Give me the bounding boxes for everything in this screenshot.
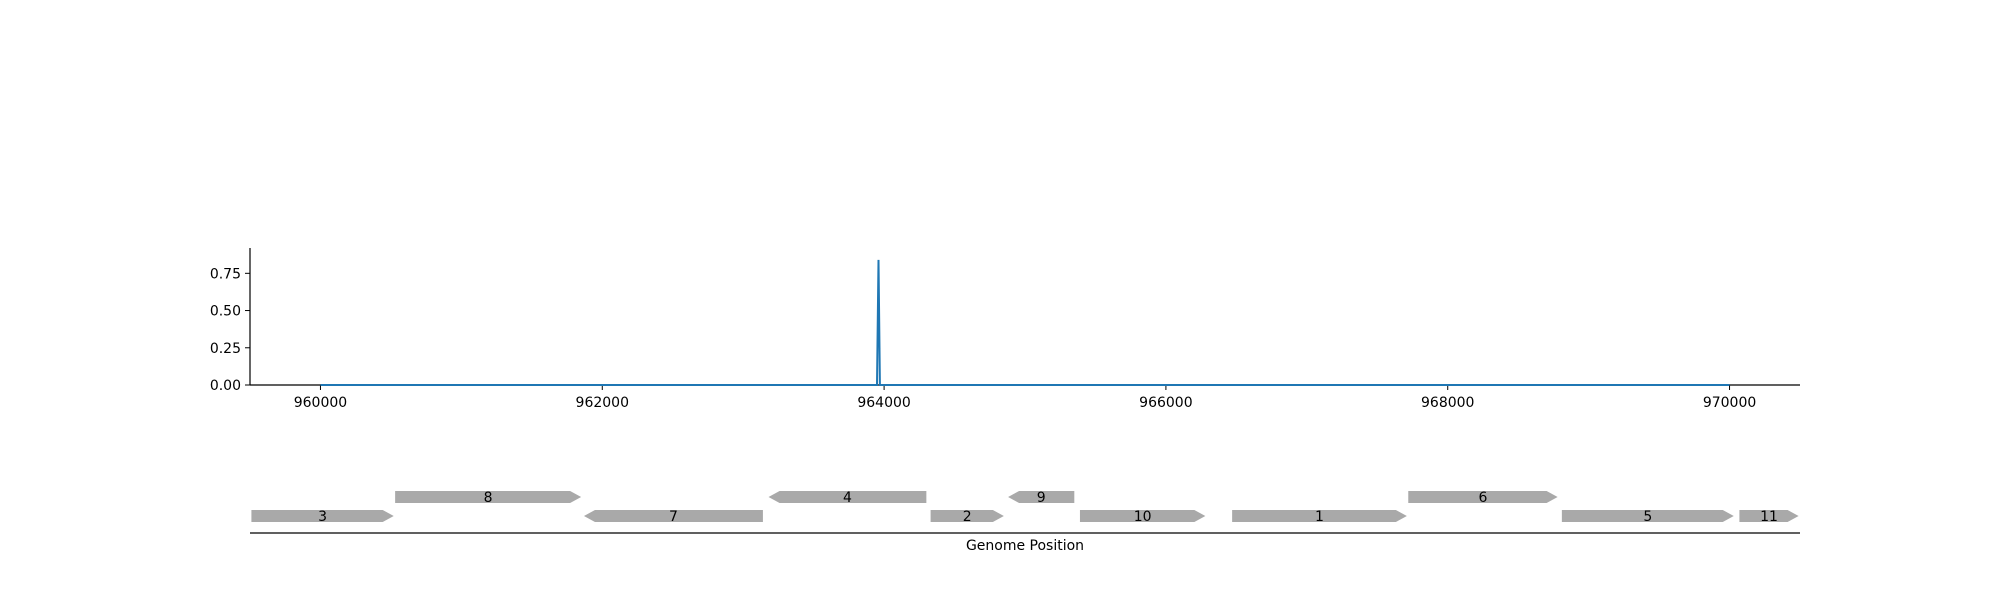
gene-label: 10 xyxy=(1134,509,1152,525)
gene-arrow xyxy=(1079,510,1206,522)
gene-arrow xyxy=(1008,491,1075,503)
x-tick-label: 960000 xyxy=(294,395,347,411)
gene-arrow xyxy=(583,510,763,522)
signal-series xyxy=(320,259,1730,386)
gene-track: 3 8 7 4 2 9 10 1 6 5 11 xyxy=(250,490,1800,534)
gene-arrow xyxy=(1561,510,1734,522)
signal-axes: 0.00 0.25 0.50 0.75 960000 962000 964000 966000… xyxy=(210,248,1800,411)
y-tick-label: 0.00 xyxy=(210,378,241,394)
x-tick-label: 966000 xyxy=(1139,395,1192,411)
gene-label: 9 xyxy=(1037,490,1046,506)
gene-arrow xyxy=(1408,491,1558,503)
y-tick-label: 0.75 xyxy=(210,266,241,282)
x-tick-label: 962000 xyxy=(576,395,629,411)
gene-arrow xyxy=(395,491,582,503)
gene-label: 6 xyxy=(1478,490,1487,506)
x-tick-label: 968000 xyxy=(1421,395,1474,411)
gene-label: 11 xyxy=(1760,509,1778,525)
y-tick-label: 0.50 xyxy=(210,304,241,320)
gene-label: 5 xyxy=(1643,509,1652,525)
x-axis-label: Genome Position xyxy=(966,538,1084,554)
gene-label: 3 xyxy=(318,509,327,525)
gene-label: 1 xyxy=(1315,509,1324,525)
gene-label: 4 xyxy=(843,490,852,506)
signal-line xyxy=(320,259,1730,386)
x-tick-label: 970000 xyxy=(1703,395,1756,411)
gene-arrow xyxy=(251,510,394,522)
gene-arrow xyxy=(1232,510,1407,522)
gene-label: 7 xyxy=(669,509,678,525)
y-tick-label: 0.25 xyxy=(210,341,241,357)
gene-arrow xyxy=(930,510,1004,522)
gene-label: 8 xyxy=(484,490,493,506)
gene-arrow xyxy=(768,491,927,503)
x-tick-label: 964000 xyxy=(857,395,910,411)
gene-label: 2 xyxy=(963,509,972,525)
gene-arrow xyxy=(1739,510,1799,522)
